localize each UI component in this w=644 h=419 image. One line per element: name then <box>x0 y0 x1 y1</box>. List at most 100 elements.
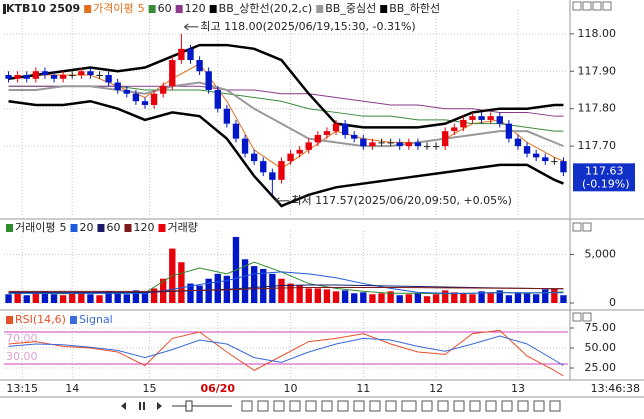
candle-body <box>323 131 331 135</box>
candle-body <box>314 134 322 143</box>
tool-button[interactable] <box>257 400 269 412</box>
candle-body <box>250 153 258 162</box>
indicator-line <box>8 63 564 170</box>
button[interactable] <box>602 1 612 11</box>
volume-bar <box>59 295 67 303</box>
button[interactable] <box>592 1 602 11</box>
volume-bar <box>332 291 340 303</box>
candle-body <box>287 153 294 162</box>
candle-body <box>141 101 149 105</box>
tool-button[interactable] <box>421 400 433 412</box>
tool-button[interactable] <box>289 400 301 412</box>
button[interactable] <box>572 1 582 11</box>
candle-body <box>442 131 449 147</box>
indicator-line <box>8 43 564 129</box>
legend-label: BB_중심선 <box>325 2 376 15</box>
annotation-arrow <box>275 197 280 205</box>
volume-bar <box>341 290 349 303</box>
x-tick-label: 06/20 <box>200 382 235 395</box>
candle-body <box>560 161 567 173</box>
tool-button[interactable] <box>337 400 349 412</box>
volume-bar <box>32 293 40 303</box>
button[interactable] <box>582 312 592 322</box>
candle-body <box>551 161 558 163</box>
candle-body <box>150 93 158 105</box>
volume-bar <box>451 292 458 303</box>
tool-button[interactable] <box>485 400 497 412</box>
candle-body <box>378 142 385 144</box>
candle-body <box>296 149 303 154</box>
legend-label: 60 <box>106 221 120 234</box>
y-tick-label: 117.90 <box>578 64 617 77</box>
volume-bar <box>260 269 267 303</box>
x-tick-label: 11 <box>356 382 370 395</box>
tool-button[interactable] <box>385 400 397 412</box>
volume-bar <box>514 292 522 303</box>
tool-button[interactable] <box>453 400 465 412</box>
button[interactable] <box>582 222 592 232</box>
volume-bar <box>369 294 376 303</box>
tool-button[interactable] <box>273 400 285 412</box>
legend-swatch <box>209 5 217 13</box>
button[interactable] <box>582 1 592 11</box>
volume-bar <box>505 295 513 303</box>
button[interactable] <box>572 222 582 232</box>
tool-button[interactable] <box>533 400 545 412</box>
toolbar <box>121 400 561 412</box>
candle-body <box>396 142 403 147</box>
scroll-right[interactable] <box>157 402 162 410</box>
legend-label: KTB10 2509 <box>6 2 80 15</box>
legend-swatch <box>6 224 13 232</box>
annotation: 최저 117.57(2025/06/20,09:50, +0.05%) <box>291 194 512 207</box>
scroll-left[interactable] <box>121 402 126 410</box>
volume-bar <box>360 292 367 303</box>
legend-label: 20 <box>79 221 93 234</box>
candle-body <box>5 75 12 79</box>
y-tick-label: 0 <box>609 296 616 309</box>
candle-body <box>460 119 467 128</box>
candle-body <box>14 75 21 79</box>
candle-body <box>160 86 167 94</box>
legend-label: 거래이평 <box>15 221 55 234</box>
x-tick-label: 13:15 <box>6 382 38 395</box>
candle-body <box>214 89 221 109</box>
slider-thumb[interactable] <box>185 400 193 412</box>
volume-bar <box>214 273 221 303</box>
tool-button[interactable] <box>437 400 449 412</box>
button[interactable] <box>572 312 582 322</box>
pause[interactable] <box>143 402 145 410</box>
tool-button[interactable] <box>305 400 317 412</box>
volume-bar <box>487 293 494 303</box>
legend-label: BB_하한선 <box>389 1 440 15</box>
last-price: 117.63 <box>585 164 624 177</box>
volume-bar <box>351 293 358 303</box>
tool-button[interactable] <box>321 400 333 412</box>
tool-button[interactable] <box>517 400 529 412</box>
candle-body <box>187 48 194 61</box>
legend-label: 120 <box>185 2 206 15</box>
pause[interactable] <box>139 402 141 410</box>
tool-button[interactable] <box>401 400 417 412</box>
tool-button[interactable] <box>241 400 253 412</box>
volume-bar <box>114 293 121 303</box>
legend-label: 60 <box>158 2 172 15</box>
x-tick-label: 15 <box>143 382 157 395</box>
volume-bar <box>178 262 185 303</box>
legend-swatch <box>6 316 13 324</box>
volume-bar <box>432 294 440 303</box>
tool-button[interactable] <box>501 400 513 412</box>
tool-button[interactable] <box>469 400 481 412</box>
volume-bar <box>278 278 285 303</box>
volume-bar <box>196 285 203 303</box>
volume-bar <box>378 293 385 303</box>
legend-label: 5 <box>138 2 145 15</box>
candle-body <box>169 60 176 87</box>
legend-swatch <box>124 224 132 232</box>
volume-bar <box>396 295 403 303</box>
tool-button[interactable] <box>549 400 561 412</box>
tool-button[interactable] <box>369 400 381 412</box>
candle-body <box>523 146 531 154</box>
tool-button[interactable] <box>353 400 365 412</box>
legend-label: 가격이평 <box>93 2 133 15</box>
